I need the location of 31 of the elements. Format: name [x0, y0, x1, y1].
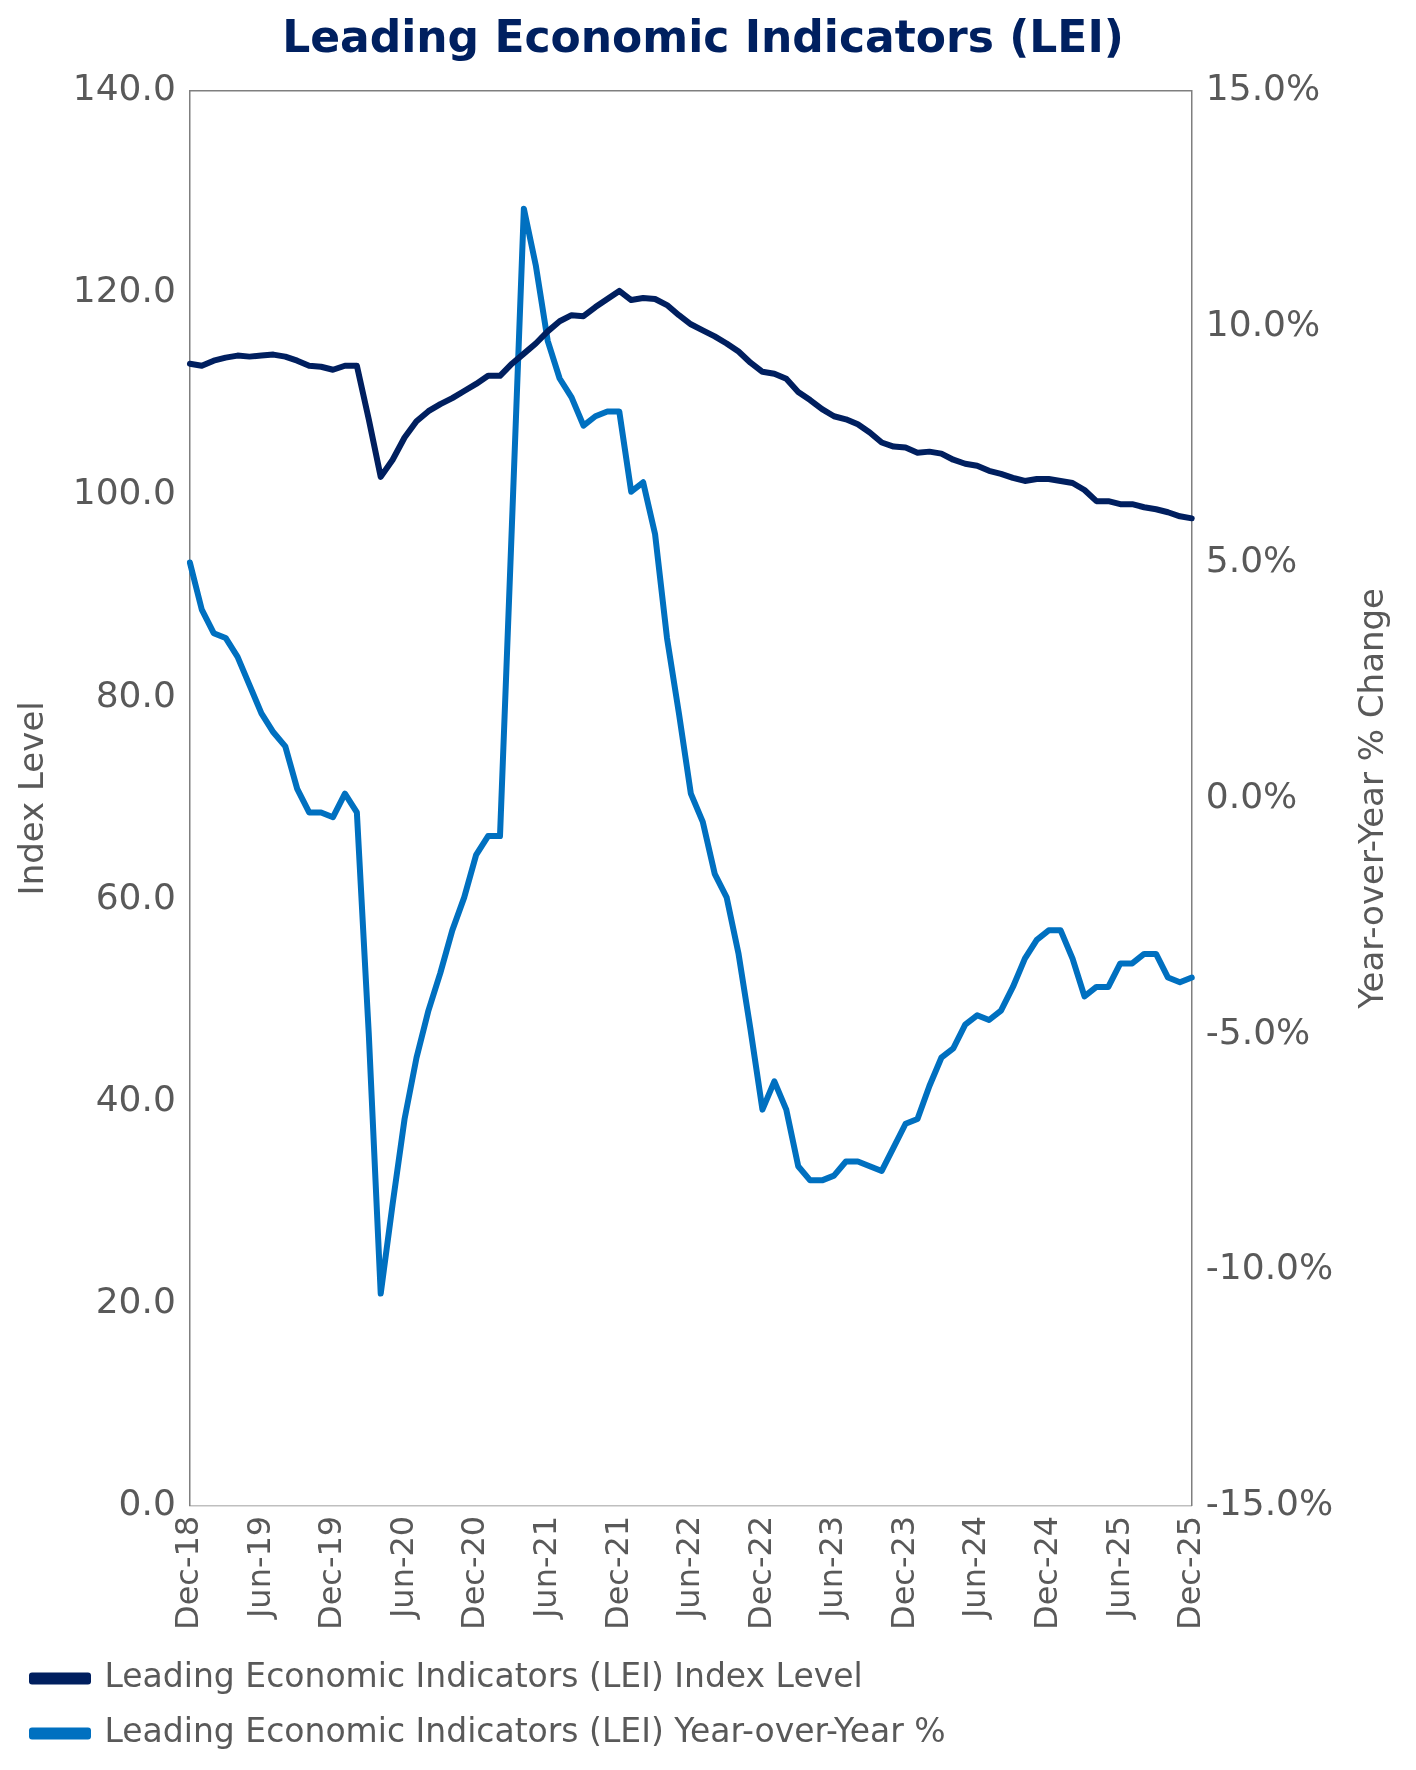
y-tick-label: 140.0 — [72, 67, 176, 109]
legend-label: Leading Economic Indicators (LEI) Year-over-Year % — [104, 1711, 946, 1751]
x-tick-label: Jun-25 — [1098, 1515, 1137, 1621]
x-tick-label: Dec-22 — [740, 1515, 779, 1630]
chart-title: Leading Economic Indicators (LEI) — [282, 10, 1124, 62]
y-axis-title: Index Level — [11, 701, 52, 896]
x-tick-label: Dec-23 — [883, 1515, 922, 1630]
x-tick-label: Dec-24 — [1027, 1515, 1066, 1630]
y2-tick-label: -10.0% — [1205, 1246, 1334, 1288]
x-tick-label: Dec-20 — [454, 1515, 493, 1630]
y2-tick-label: 10.0% — [1205, 302, 1321, 344]
y2-tick-label: 5.0% — [1205, 538, 1298, 580]
x-tick-label: Jun-22 — [669, 1515, 708, 1621]
legend-label: Leading Economic Indicators (LEI) Index Level — [104, 1656, 863, 1696]
x-tick-label: Jun-23 — [812, 1515, 851, 1621]
y-tick-label: 40.0 — [95, 1077, 176, 1119]
y2-tick-label: 0.0% — [1205, 774, 1298, 816]
y-tick-label: 80.0 — [95, 673, 176, 715]
y-tick-label: 100.0 — [72, 471, 176, 513]
x-tick-label: Jun-21 — [526, 1515, 565, 1621]
x-tick-label: Jun-20 — [382, 1515, 421, 1621]
y-tick-label: 120.0 — [72, 269, 176, 311]
y2-axis-title: Year-over-Year % Change — [1350, 587, 1391, 1010]
x-tick-label: Dec-19 — [311, 1515, 350, 1630]
y2-tick-label: -5.0% — [1205, 1010, 1311, 1052]
x-tick-label: Jun-19 — [239, 1515, 278, 1621]
y-tick-label: 60.0 — [95, 875, 176, 917]
x-tick-label: Jun-24 — [955, 1515, 994, 1621]
y2-tick-label: 15.0% — [1205, 67, 1321, 109]
x-tick-label: Dec-21 — [597, 1515, 636, 1630]
y-tick-label: 20.0 — [95, 1280, 176, 1322]
